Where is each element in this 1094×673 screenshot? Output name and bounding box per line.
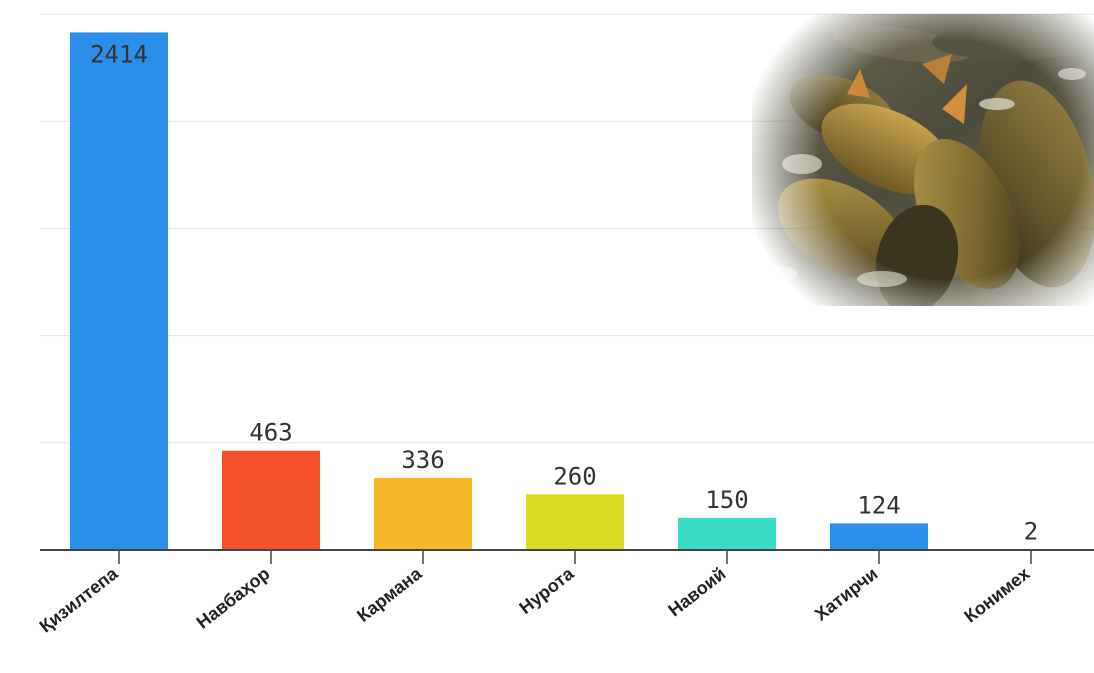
data-label-5: 150 — [705, 486, 748, 514]
bar-6 — [830, 523, 928, 550]
x-tick-label-3: Кармана — [353, 563, 426, 626]
data-label-2: 463 — [249, 419, 292, 447]
bar-1 — [70, 32, 168, 550]
x-tick-label-2: Навбаҳор — [193, 563, 274, 632]
data-label-3: 336 — [401, 446, 444, 474]
x-tick-label-6: Хатирчи — [811, 563, 882, 624]
x-tick-label-5: Навоий — [664, 563, 729, 620]
x-tick-label-7: Конимех — [960, 563, 1033, 626]
data-label-4: 260 — [553, 462, 596, 490]
data-label-7: 2 — [1024, 518, 1038, 546]
bar-3 — [374, 478, 472, 550]
bar-4 — [526, 494, 624, 550]
x-tick-label-4: Нурота — [515, 563, 578, 618]
data-label-1: 2414 — [90, 40, 148, 68]
data-label-6: 124 — [857, 491, 900, 519]
bar-5 — [678, 518, 776, 550]
x-tick-labels: Қизилтепа Навбаҳор Кармана Нурота Навоий Хати… — [36, 563, 1034, 637]
x-tick-label-1: Қизилтепа — [36, 563, 123, 637]
bar-2 — [222, 451, 320, 550]
fish-photo — [752, 14, 1094, 306]
x-axis — [40, 550, 1094, 564]
